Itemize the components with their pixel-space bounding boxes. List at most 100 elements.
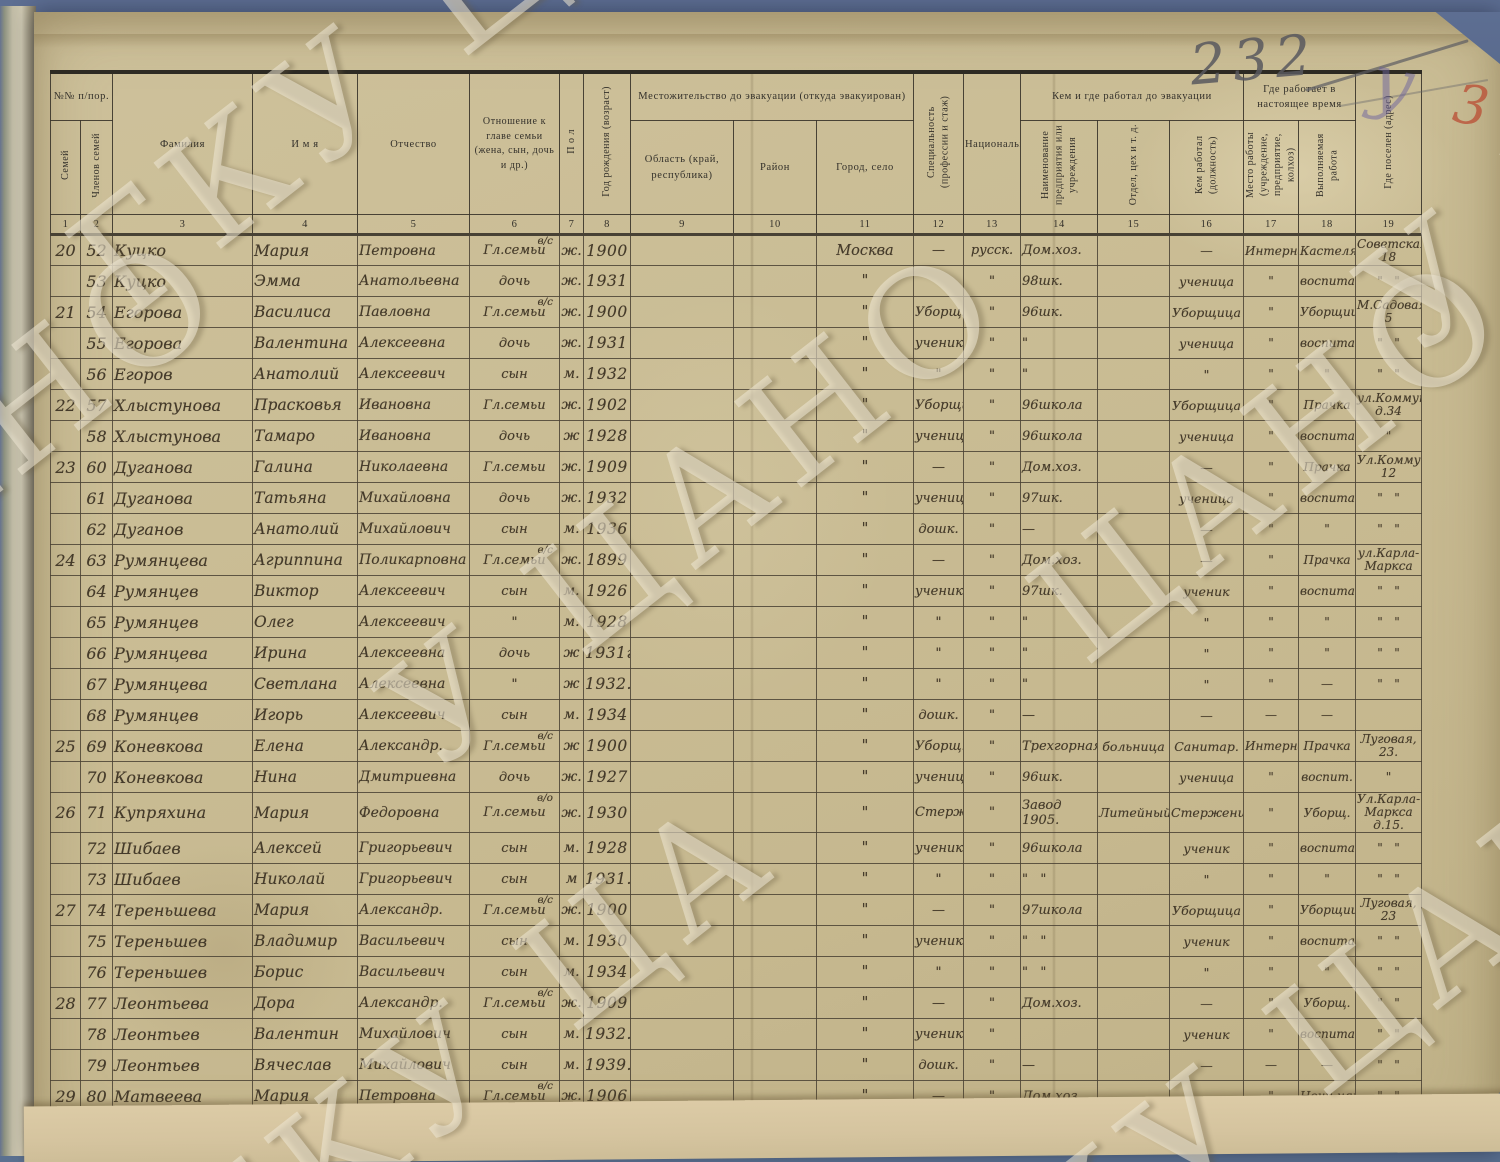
cell-n: Агриппина [252,544,358,577]
table-row: 55 Егорова Валентина Алексеевна дочь ж. 1931 " у… [50,327,1423,360]
cell-dep [1097,668,1170,701]
cell-n: Валентина [252,327,358,360]
cell-wp: " [1243,265,1300,298]
cell-rai [733,1018,817,1051]
cell-p: Николаевна [357,451,470,484]
cell-sex: ж [559,420,584,453]
cell-m: 65 [80,606,113,639]
cell-nat: русск. [963,234,1021,267]
evacuee-register-table: №№ п/пор. Фамилия И м я Отчество Отношен… [50,70,1423,1113]
cell-p: Ивановна [357,389,470,422]
cell-spec: Уборщица [913,389,964,422]
relation-text: Гл.семьи [483,397,546,413]
table-row: 72 Шибаев Алексей Григорьевич сын м. 1928 " учен… [50,832,1423,865]
cell-obl [630,234,734,267]
cell-yob: 1926 [583,575,631,608]
cell-addr: " " [1355,956,1423,989]
cell-ent: " " [1020,956,1098,989]
cell-nat: " [963,358,1021,391]
relation-text: сын [501,933,528,949]
cell-city: " [816,925,914,958]
cell-m: 70 [80,761,113,794]
cell-ent: 96шк. [1020,296,1098,329]
cell-dep [1097,987,1170,1020]
cell-addr: ул.Коммунистов д.34 [1355,389,1423,422]
cell-addr: " " [1355,513,1423,546]
cell-n: Прасковья [252,389,358,422]
cell-n: Вячеслав [252,1049,358,1082]
cell-yob: 1932. [583,1018,631,1051]
cell-sex: ж [559,668,584,701]
cell-spec: ученик [913,925,964,958]
cell-job: Прачка [1298,730,1357,763]
cell-ent: Дом.хоз. [1020,544,1098,577]
cell-wp: " [1243,987,1300,1020]
cell-n: Мария [252,792,358,834]
cell-addr: Луговая, 23 [1355,894,1423,927]
cell-f: 27 [50,894,81,927]
cell-ent: 97шк. [1020,482,1098,515]
table-row: 66РумянцеваИринаАлексеевнадочьж1931г."""… [50,637,1423,670]
cell-spec: Стерженщ. [913,792,964,834]
column-number: 9 [630,214,734,237]
cell-spec: — [913,544,964,577]
column-number: 7 [559,214,584,237]
relation-text: сын [501,366,528,382]
relation-text: Гл.семьи [483,459,546,475]
cell-n: Игорь [252,699,358,732]
cell-n: Эмма [252,265,358,298]
cell-f [50,863,81,896]
relation-text: сын [501,871,528,887]
cell-yob: 1909 [583,987,631,1020]
table-row: 76 Тереньшев Борис Васильевич сын м. 1934 " " " " … [50,956,1423,989]
column-number: 1 [50,214,81,237]
cell-ent: — [1020,513,1098,546]
cell-wp: Интернат [1243,234,1300,267]
cell-m: 56 [80,358,113,391]
cell-s: Дуганов [112,513,253,546]
cell-job: воспитанн [1298,575,1357,608]
cell-sex: м. [559,1018,584,1051]
cell-sex: м. [559,358,584,391]
cell-s: Тереньшева [112,894,253,927]
cell-yob: 1928 [583,832,631,865]
cell-f [50,956,81,989]
cell-ent: " [1020,327,1098,360]
cell-m: 71 [80,792,113,834]
cell-dep [1097,358,1170,391]
cell-nat: " [963,482,1021,515]
cell-s: Хлыстунова [112,420,253,453]
household-status-note: в/с [537,987,553,1000]
cell-rel: сын [469,699,560,732]
cell-rel: сын [469,956,560,989]
cell-sex: ж. [559,987,584,1020]
cell-pos: ученик [1168,575,1245,608]
cell-m: 63 [80,544,113,577]
cell-dep [1097,265,1170,298]
cell-ent: — [1020,1049,1098,1082]
adjacent-page-edge [0,6,36,1156]
cell-dep [1097,637,1170,670]
cell-spec: ученик [913,1018,964,1051]
cell-city: " [816,699,914,732]
cell-pos: " [1168,956,1245,989]
cell-obl [630,894,734,927]
table-row: 78 Леонтьев Валентин Михайлович сын м. 1932. " у… [50,1018,1423,1051]
cell-wp: " [1243,761,1300,794]
cell-obl [630,863,734,896]
cell-addr: " " [1355,987,1423,1020]
cell-f: 26 [50,792,81,834]
cell-s: Шибаев [112,832,253,865]
cell-rel: Гл.семьи [469,389,560,422]
cell-rai [733,606,817,639]
cell-s: Купряхина [112,792,253,834]
cell-job: Прачка [1298,451,1357,484]
cell-sex: м. [559,513,584,546]
relation-text: Гл.семьи [483,995,546,1011]
cell-job: Прачка [1298,544,1357,577]
cell-p: Михайлович [357,1018,470,1051]
cell-rel: сын [469,575,560,608]
cell-job: " [1298,863,1357,896]
cell-obl [630,792,734,834]
cell-wp: " [1243,792,1300,834]
